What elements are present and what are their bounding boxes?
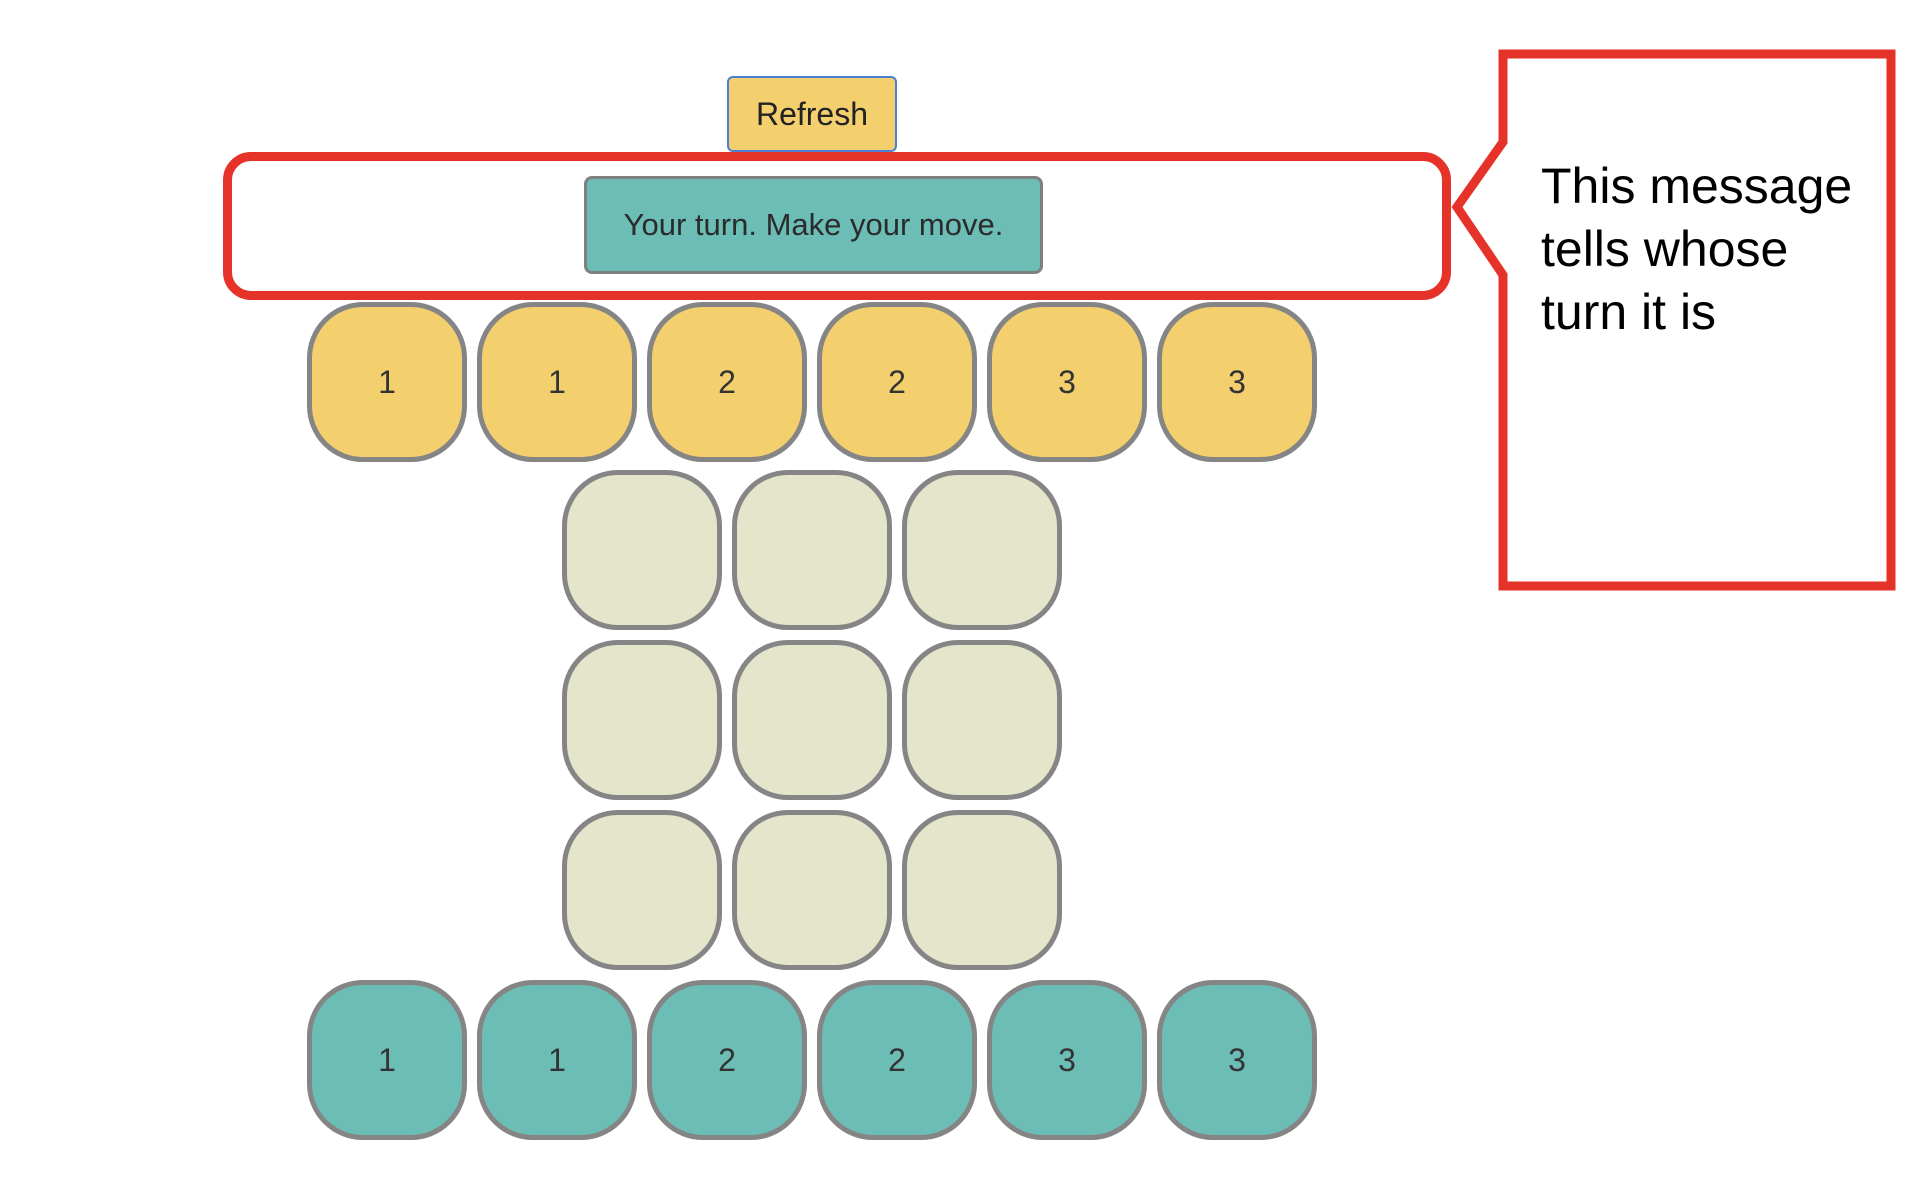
player-piece[interactable]: 1 xyxy=(477,980,637,1140)
board-cell[interactable] xyxy=(902,810,1062,970)
status-message: Your turn. Make your move. xyxy=(584,176,1043,274)
board-row xyxy=(562,640,1062,800)
refresh-button[interactable]: Refresh xyxy=(727,76,897,152)
opponent-piece[interactable]: 2 xyxy=(647,302,807,462)
opponent-piece[interactable]: 3 xyxy=(987,302,1147,462)
board-cell[interactable] xyxy=(902,640,1062,800)
board-cell[interactable] xyxy=(562,640,722,800)
annotation-text: This message tells whose turn it is xyxy=(1541,158,1853,340)
opponent-piece[interactable]: 1 xyxy=(307,302,467,462)
board-cell[interactable] xyxy=(732,470,892,630)
opponent-piece[interactable]: 2 xyxy=(817,302,977,462)
board-cell[interactable] xyxy=(732,810,892,970)
opponent-piece[interactable]: 1 xyxy=(477,302,637,462)
opponent-hand: 1 1 2 2 3 3 xyxy=(307,302,1317,462)
player-piece[interactable]: 3 xyxy=(1157,980,1317,1140)
board-cell[interactable] xyxy=(902,470,1062,630)
player-piece[interactable]: 1 xyxy=(307,980,467,1140)
player-piece[interactable]: 2 xyxy=(817,980,977,1140)
board-row xyxy=(562,470,1062,630)
board-row xyxy=(562,810,1062,970)
opponent-piece[interactable]: 3 xyxy=(1157,302,1317,462)
player-piece[interactable]: 2 xyxy=(647,980,807,1140)
board-cell[interactable] xyxy=(562,810,722,970)
player-piece[interactable]: 3 xyxy=(987,980,1147,1140)
board-cell[interactable] xyxy=(732,640,892,800)
player-hand: 1 1 2 2 3 3 xyxy=(307,980,1317,1140)
board-cell[interactable] xyxy=(562,470,722,630)
